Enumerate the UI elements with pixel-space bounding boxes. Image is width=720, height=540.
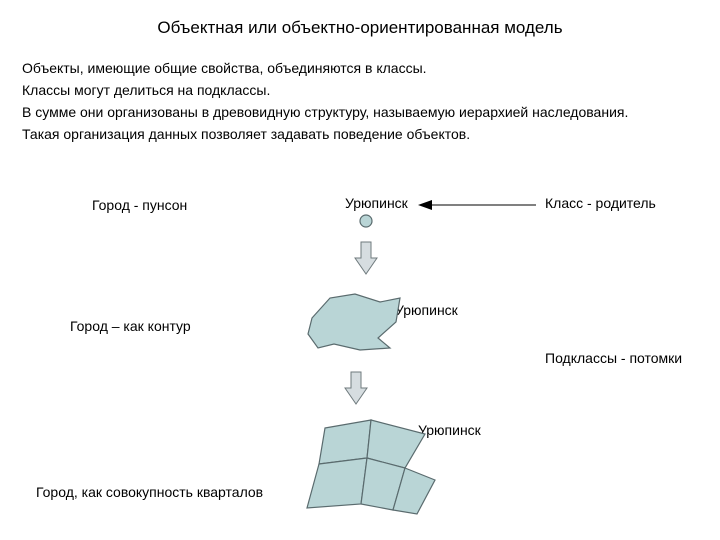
paragraph-4: Такая организация данных позволяет задав… [22,126,470,143]
paragraph-2: Классы могут делиться на подклассы. [22,82,270,99]
city-blocks-icon [285,410,445,525]
city-contour-icon [300,288,410,358]
city-point-icon [358,213,374,229]
label-class-parent: Класс - родитель [545,195,656,211]
down-arrow-1-icon [353,240,379,276]
down-arrow-2-icon [343,370,369,406]
paragraph-3: В сумме они организованы в древовидную с… [22,104,628,121]
paragraph-1: Объекты, имеющие общие свойства, объедин… [22,60,427,77]
city-label-1: Урюпинск [345,195,408,211]
label-left-contour: Город – как контур [70,318,191,334]
label-left-punsun: Город - пунсон [92,197,187,213]
arrow-parent-to-city [418,198,538,212]
page-title: Объектная или объектно-ориентированная м… [0,18,720,38]
label-left-blocks: Город, как совокупность кварталов [36,484,263,500]
label-subclasses: Подклассы - потомки [545,350,682,366]
